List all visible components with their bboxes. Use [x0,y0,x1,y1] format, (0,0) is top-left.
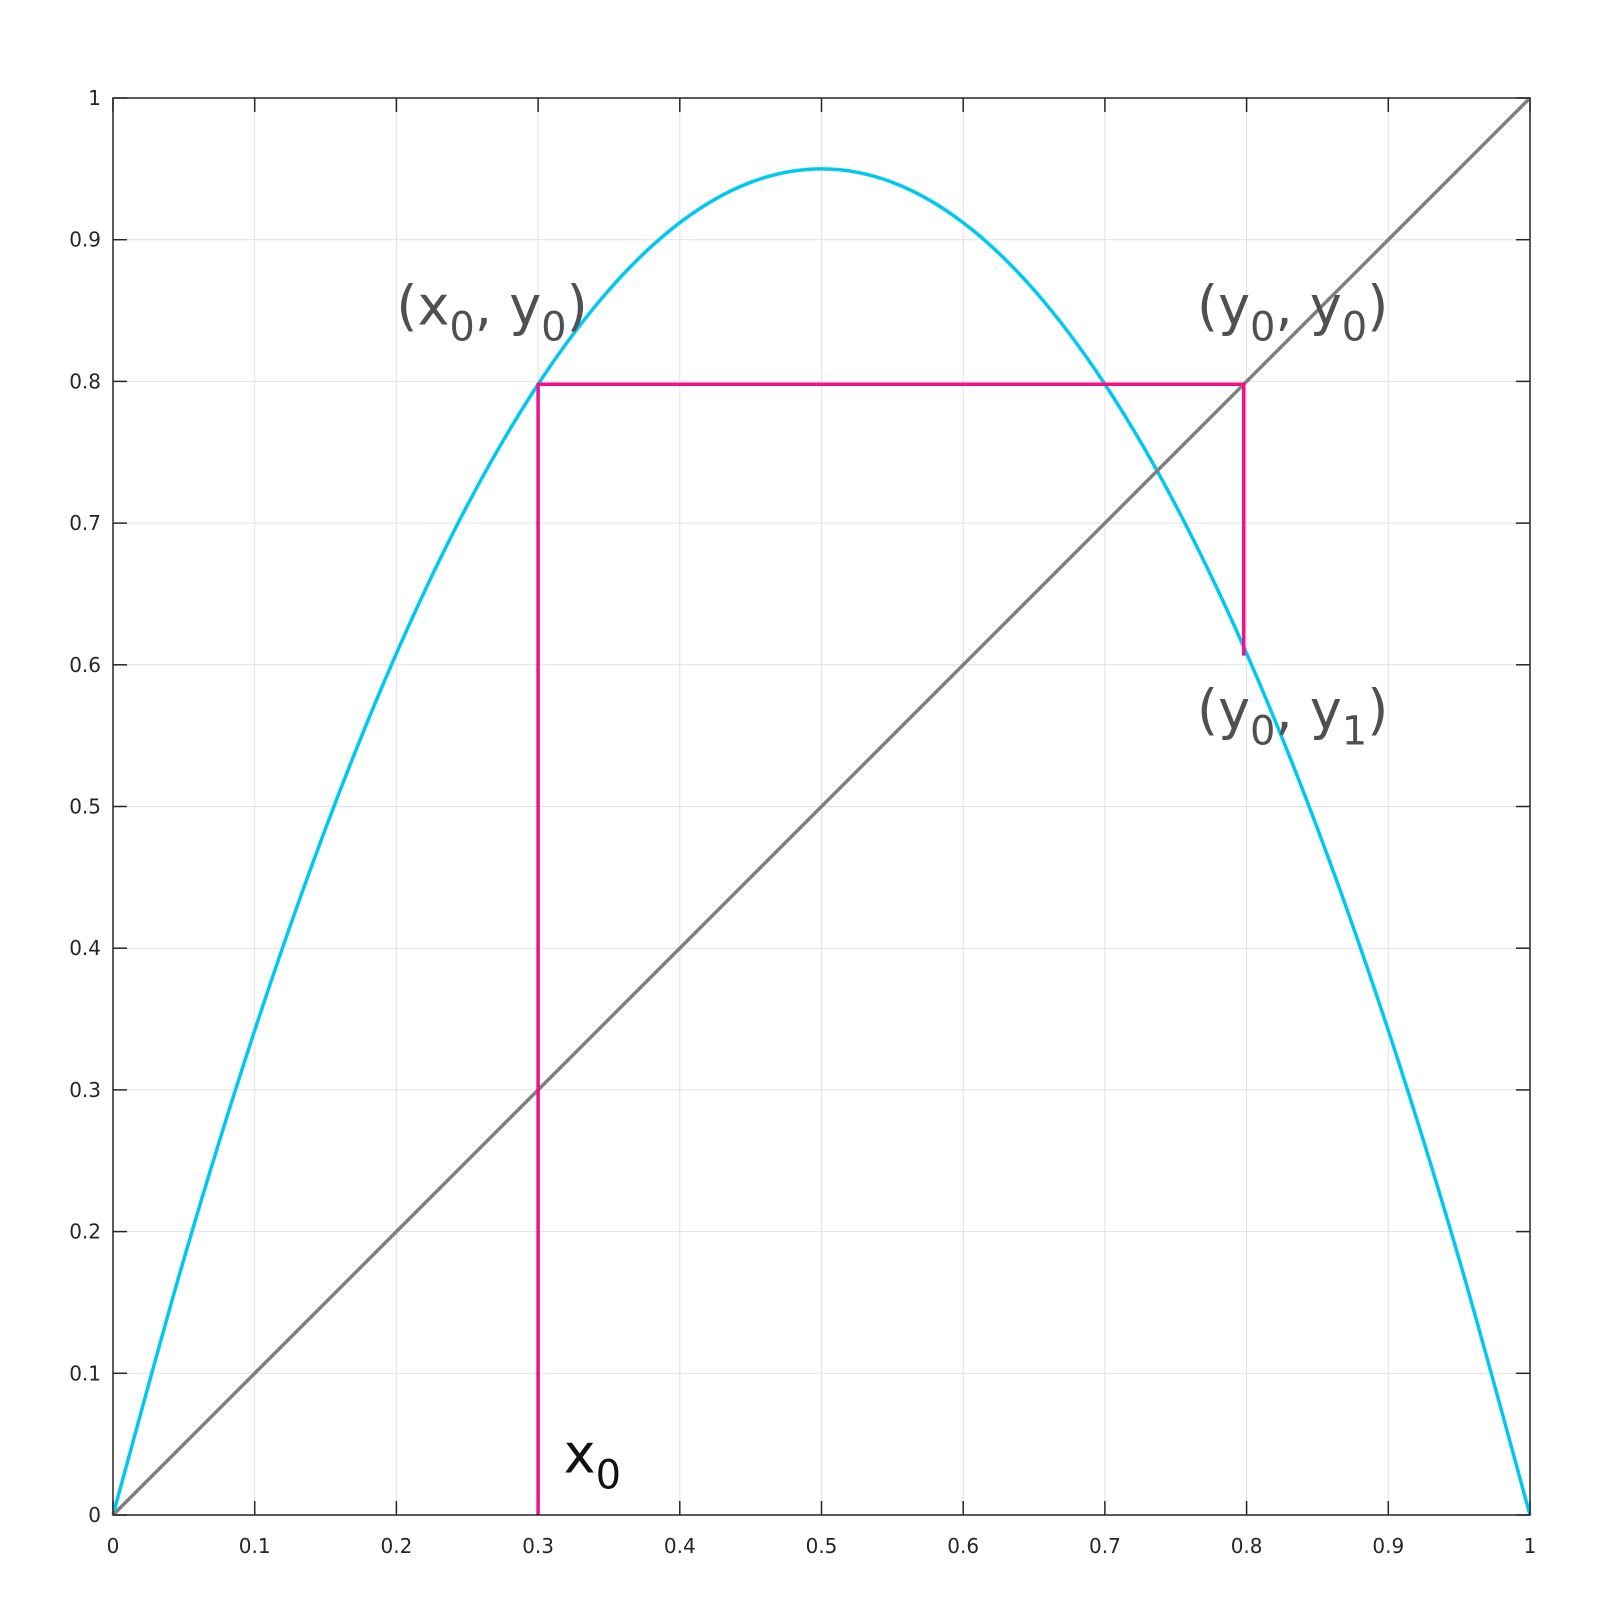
annotation-text: , y [475,275,541,338]
y-tick-label: 0 [88,1503,101,1527]
annotation-subscript: 0 [1342,305,1367,351]
x-tick-label: 0.9 [1372,1534,1404,1558]
annotation-subscript: 0 [541,305,566,351]
y-tick-label: 0.7 [69,511,101,535]
point-annotation: (x0, y0) [396,275,587,351]
x-tick-label: 0.1 [239,1534,271,1558]
x-tick-label: 0.5 [806,1534,838,1558]
tick-labels: 0 0.1 0.2 0.3 0.4 0.5 0.6 0.7 0.8 0.9 1 0 0.1 0.2 0.3 0… [69,86,1536,1558]
y-tick-label: 0.9 [69,228,101,252]
point-annotation: (y0, y0) [1197,275,1388,351]
annotation-text: ) [1367,275,1388,338]
y-tick-label: 1 [88,86,101,110]
y-tick-label: 0.6 [69,653,101,677]
x-tick-label: 0.4 [664,1534,696,1558]
annotation-subscript: 1 [1342,709,1367,755]
x-tick-label: 0.3 [522,1534,554,1558]
y-tick-label: 0.1 [69,1361,101,1385]
annotation-text: (y [1197,679,1250,742]
x-tick-label: 0.2 [380,1534,412,1558]
annotation-text: ) [1367,679,1388,742]
annotation-text: , y [1275,679,1341,742]
x-tick-label: 0.6 [947,1534,979,1558]
annotation-text: (x [396,275,449,338]
x-tick-label: 0.8 [1231,1534,1263,1558]
annotation-text: (y [1197,275,1250,338]
x-tick-label: 1 [1524,1534,1537,1558]
annotation-text: ) [567,275,588,338]
x-tick-label: 0 [107,1534,120,1558]
identity-diagonal-line [111,96,1532,1517]
annotation-subscript: 0 [1250,305,1275,351]
y-tick-label: 0.3 [69,1078,101,1102]
point-annotation: (y0, y1) [1197,679,1388,755]
y-tick-label: 0.4 [69,936,101,960]
axes-box [112,97,1531,1516]
logistic-curve-line [111,167,1532,1516]
annotation-subscript: 0 [1250,709,1275,755]
y-tick-label: 0.2 [69,1220,101,1244]
annotation-text: , y [1275,275,1341,338]
x-tick-label: 0.7 [1089,1534,1121,1558]
point-annotation: x0 [564,1422,621,1498]
annotation-subscript: 0 [449,305,474,351]
annotation-text: x [564,1422,596,1485]
annotation-subscript: 0 [596,1452,621,1498]
cobweb-path-line [536,382,1246,1515]
y-tick-label: 0.8 [69,369,101,393]
y-tick-label: 0.5 [69,795,101,819]
